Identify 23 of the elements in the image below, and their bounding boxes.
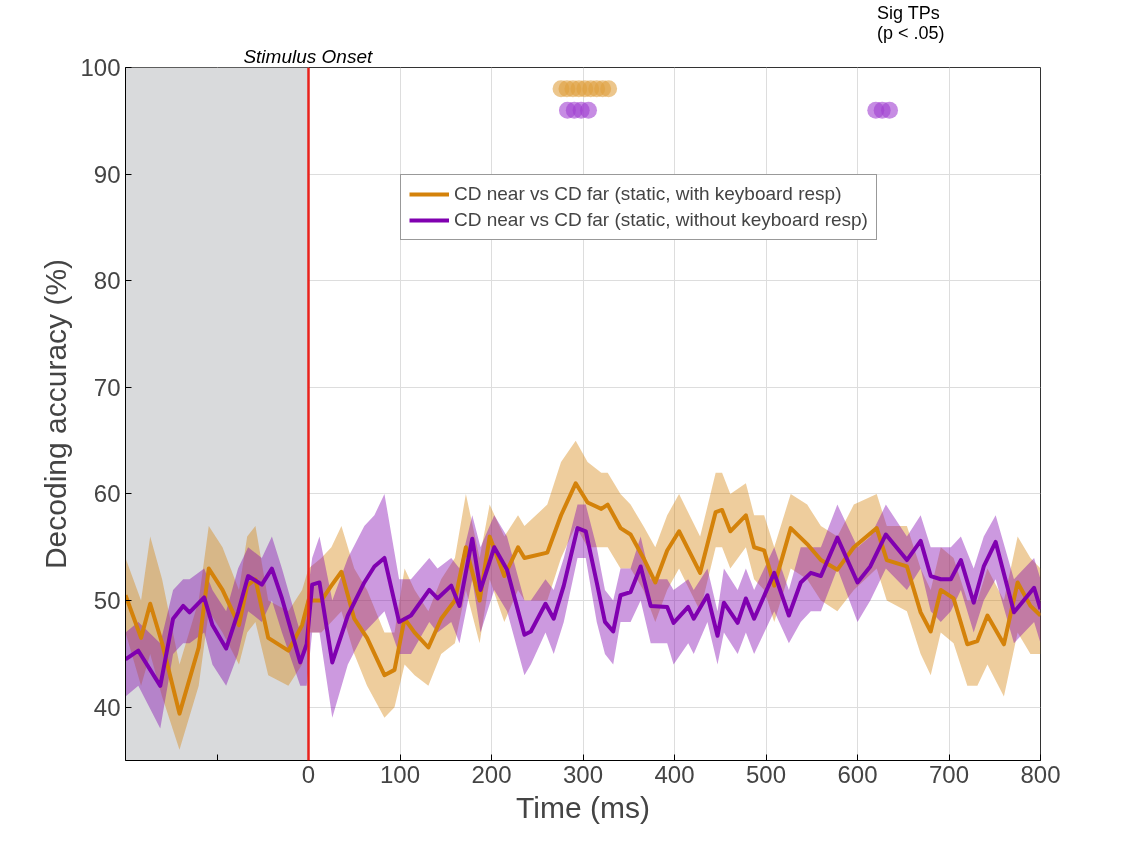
x-tick-label: 800 bbox=[1020, 760, 1061, 788]
y-tick-label: 50 bbox=[93, 587, 121, 615]
x-tick-label: 600 bbox=[837, 760, 878, 788]
x-tick-label: 0 bbox=[301, 760, 316, 788]
y-axis-title: Decoding accuracy (%) bbox=[39, 258, 73, 570]
legend-label: CD near vs CD far (static, without keyboard resp) bbox=[454, 209, 868, 231]
x-tick-label: 400 bbox=[654, 760, 695, 788]
y-tick-label: 90 bbox=[93, 160, 121, 188]
x-tick-label: 500 bbox=[745, 760, 787, 788]
y-tick-label: 100 bbox=[80, 54, 121, 81]
x-tick-label: 700 bbox=[928, 760, 970, 788]
x-tick-label: 300 bbox=[562, 760, 604, 788]
x-axis-title: Time (ms) bbox=[516, 790, 650, 824]
y-tick-label: 70 bbox=[93, 373, 121, 401]
legend-label: CD near vs CD far (static, with keyboard resp) bbox=[454, 183, 842, 205]
y-tick-label: 40 bbox=[93, 693, 121, 721]
y-tick-label: 60 bbox=[93, 480, 121, 508]
text: Sig TPs (p < .05) bbox=[876, 2, 945, 43]
y-tick-label: 80 bbox=[93, 267, 121, 295]
x-tick-label: 200 bbox=[471, 760, 512, 788]
line-series bbox=[125, 526, 1041, 688]
annotation: Stimulus Onset bbox=[243, 45, 373, 67]
x-tick-label: 100 bbox=[379, 760, 421, 788]
